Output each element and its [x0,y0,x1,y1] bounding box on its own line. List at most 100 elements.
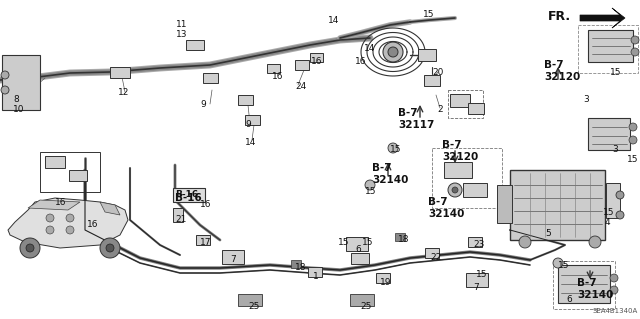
Text: 23: 23 [473,240,484,249]
Text: 18: 18 [398,235,410,244]
Bar [606,182,620,218]
Bar [463,183,487,197]
Circle shape [452,187,458,193]
Bar [578,25,638,73]
Text: 15: 15 [627,155,639,164]
Text: 16: 16 [55,198,67,207]
Circle shape [20,238,40,258]
Text: 15: 15 [390,145,401,154]
Circle shape [26,244,34,252]
Text: 20: 20 [432,68,444,77]
Circle shape [448,183,462,197]
Text: 9: 9 [245,120,251,129]
Text: 7: 7 [473,283,479,292]
Text: 3: 3 [612,145,618,154]
Circle shape [519,236,531,248]
Text: 16: 16 [355,57,367,66]
Polygon shape [28,200,80,210]
Bar [588,30,633,62]
Text: SEA4B1340A: SEA4B1340A [593,308,638,314]
Bar [424,75,440,85]
Bar [350,294,374,306]
Bar [432,148,502,208]
Bar [222,250,244,264]
Text: B-7
32120: B-7 32120 [544,60,580,82]
Circle shape [629,123,637,131]
Text: 22: 22 [430,253,441,262]
Bar [510,170,605,240]
Bar [468,102,484,114]
Text: 4: 4 [605,218,611,227]
Polygon shape [8,198,128,248]
Text: 16: 16 [272,72,284,81]
Bar [291,260,301,268]
Circle shape [610,274,618,282]
Bar [376,273,390,283]
Bar [295,60,309,70]
Circle shape [46,214,54,222]
Circle shape [631,48,639,56]
Text: 9: 9 [200,100,205,109]
Bar [244,115,259,125]
Text: 6: 6 [566,295,572,304]
Text: B-7
32140: B-7 32140 [428,197,465,219]
Circle shape [66,214,74,222]
Circle shape [616,191,624,199]
Text: 11
13: 11 13 [176,20,188,40]
Text: B-7
32120: B-7 32120 [442,140,478,162]
Bar [202,73,218,83]
Polygon shape [100,202,120,215]
Circle shape [616,211,624,219]
Text: B-7
32140: B-7 32140 [577,278,613,300]
Bar [308,267,322,277]
Circle shape [629,136,637,144]
Circle shape [553,258,563,268]
Text: 21: 21 [175,215,186,224]
Text: B-7
32117: B-7 32117 [398,108,435,130]
Circle shape [589,236,601,248]
Text: FR.: FR. [548,10,571,23]
Bar [266,63,280,72]
Text: 25: 25 [248,302,259,311]
Text: 5: 5 [545,229,551,238]
Text: 16: 16 [200,200,211,209]
Bar [466,273,488,287]
Text: 14: 14 [328,16,339,25]
Bar [395,233,405,241]
Bar [237,95,253,105]
Text: 14: 14 [245,138,257,147]
Text: 15: 15 [558,261,570,270]
Text: 16: 16 [87,220,99,229]
Text: 24: 24 [295,82,307,91]
Bar [40,152,100,192]
Bar [418,49,436,61]
Text: 18: 18 [295,263,307,272]
Circle shape [46,226,54,234]
Bar [238,294,262,306]
Circle shape [388,47,398,57]
Bar [69,169,87,181]
Circle shape [365,180,375,190]
Bar [173,208,183,222]
Bar [196,235,210,245]
Bar [2,55,40,110]
Bar [346,237,368,251]
Text: B-7
32140: B-7 32140 [372,163,408,185]
Text: 8
10: 8 10 [13,95,24,115]
Text: 1: 1 [313,272,319,281]
Text: 2: 2 [437,105,443,114]
Bar [497,185,512,223]
Bar [468,237,482,247]
Circle shape [106,244,114,252]
Bar [553,261,615,309]
Text: 15: 15 [365,187,376,196]
Bar [110,66,130,78]
Bar [444,162,472,178]
Circle shape [66,226,74,234]
Bar [558,265,610,303]
Circle shape [610,286,618,294]
Circle shape [631,36,639,44]
Bar [173,188,205,202]
Polygon shape [580,8,625,28]
Text: 15: 15 [338,238,349,247]
